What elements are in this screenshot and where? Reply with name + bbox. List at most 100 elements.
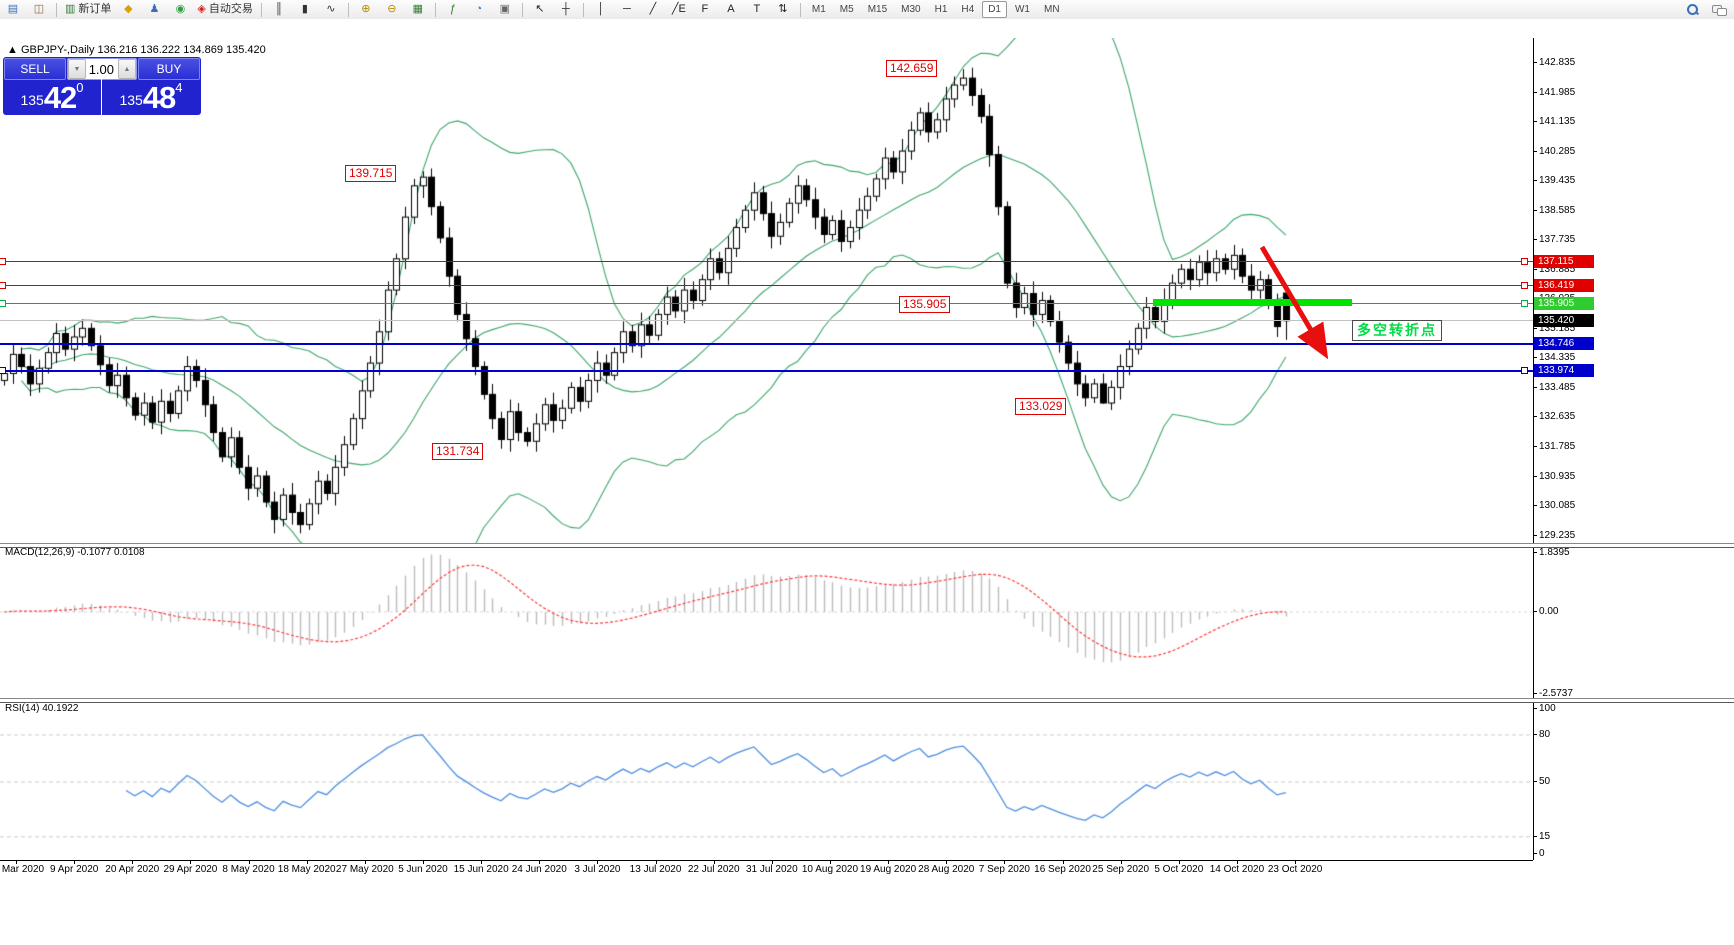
zoom-out-icon[interactable]: ⊖: [380, 0, 404, 19]
rsi-canvas[interactable]: [0, 701, 1533, 859]
sell-button[interactable]: SELL: [4, 58, 66, 80]
date-label: 9 Apr 2020: [49, 864, 99, 875]
timeframe-m15[interactable]: M15: [867, 4, 888, 15]
level-line-undefined[interactable]: [0, 320, 1533, 322]
macd-pane-separator[interactable]: [0, 543, 1734, 548]
price-badge-134.746: 134.746: [1534, 337, 1594, 351]
macd-tick: 1.8395: [1533, 547, 1570, 558]
timeframe-mn[interactable]: MN: [1043, 4, 1060, 15]
date-tick: [1236, 860, 1238, 864]
crosshair-icon[interactable]: ┼: [554, 0, 578, 19]
candlestick-chart-icon[interactable]: ▮: [293, 0, 317, 19]
level-line-undefined[interactable]: [0, 366, 1533, 374]
toolbar-separator: [799, 2, 801, 17]
price-tick: 141.985: [1532, 86, 1576, 98]
date-tick: [539, 860, 541, 864]
signals-icon[interactable]: ◉: [168, 0, 192, 19]
new-order-button[interactable]: ▥ 新订单: [62, 0, 114, 19]
toolbar-separator: [521, 2, 523, 17]
timeframe-w1[interactable]: W1: [1014, 4, 1030, 15]
timeframe-d1[interactable]: D1: [982, 1, 1007, 18]
level-line-undefined[interactable]: [0, 282, 1533, 290]
price-badge-133.974: 133.974: [1534, 363, 1594, 377]
templates-icon[interactable]: ▣: [493, 0, 517, 19]
chat-icon[interactable]: [1712, 4, 1727, 16]
search-icon[interactable]: [1687, 4, 1698, 15]
deposit-icon[interactable]: ◆: [116, 0, 140, 19]
strategy-tester-icon: ♟: [149, 3, 160, 15]
arrows-icon: ⇅: [778, 3, 788, 15]
level-line-undefined[interactable]: [0, 300, 1533, 308]
vertical-line-icon[interactable]: │: [589, 0, 613, 19]
rsi-indicator-label: RSI(14) 40.1922: [5, 703, 79, 714]
trendline-icon[interactable]: ╱: [641, 0, 665, 19]
date-tick: [248, 860, 250, 864]
strategy-tester-icon[interactable]: ♟: [142, 0, 166, 19]
date-label: 24 Jun 2020: [511, 864, 567, 875]
macd-canvas[interactable]: [0, 547, 1533, 697]
date-tick: [1004, 860, 1006, 864]
price-callout-139.715[interactable]: 139.715: [345, 165, 397, 182]
cursor-icon[interactable]: ↖: [528, 0, 552, 19]
deposit-icon: ◆: [124, 3, 133, 15]
arrows-icon[interactable]: ⇅: [771, 0, 795, 19]
date-tick: [1178, 860, 1180, 864]
channel-icon[interactable]: ╱E: [667, 0, 691, 19]
price-callout-131.734[interactable]: 131.734: [432, 443, 484, 460]
indicators-icon: ƒ: [449, 3, 456, 15]
autotrade-button[interactable]: ◈ 自动交易: [194, 0, 255, 19]
text-icon[interactable]: A: [719, 0, 743, 19]
date-label: 19 Aug 2020: [860, 864, 917, 875]
volume-spinner[interactable]: ▼ 1.00 ▲: [67, 58, 137, 80]
charts-list-icon[interactable]: ▤: [1, 0, 25, 19]
crosshair-icon: ┼: [561, 3, 570, 15]
chart-area[interactable]: 多空转折点 142.659 139.715 135.905 133.029 131.73…: [0, 19, 1734, 945]
price-callout-133.029[interactable]: 133.029: [1015, 398, 1067, 415]
indicators-icon[interactable]: ƒ: [441, 0, 465, 19]
rsi-tick: 100: [1533, 703, 1556, 714]
volume-down-button[interactable]: ▼: [68, 59, 86, 79]
level-line-undefined[interactable]: [0, 343, 1533, 346]
chart-title: ▲ GBPJPY-,Daily 136.216 136.222 134.869 …: [7, 44, 266, 56]
rsi-tick: 50: [1532, 776, 1551, 787]
buy-button[interactable]: BUY: [138, 58, 200, 80]
price-tick: 129.235: [1532, 529, 1576, 541]
price-tick: 140.285: [1532, 145, 1576, 157]
timeframe-h4[interactable]: H4: [961, 4, 975, 15]
timeframe-h1[interactable]: H1: [934, 4, 948, 15]
timeframe-m30[interactable]: M30: [901, 4, 921, 15]
line-chart-icon[interactable]: ∿: [319, 0, 343, 19]
level-line-undefined[interactable]: [0, 258, 1533, 266]
zoom-out-icon: ⊖: [387, 3, 397, 15]
date-tick: [190, 860, 192, 864]
price-callout-135.905[interactable]: 135.905: [899, 296, 951, 313]
support-band-object[interactable]: [1153, 299, 1352, 306]
new-order-button: ▥: [65, 3, 76, 15]
date-tick: [888, 860, 890, 864]
volume-value[interactable]: 1.00: [88, 61, 114, 77]
volume-up-button[interactable]: ▲: [118, 59, 136, 79]
date-label: 3 Jul 2020: [574, 864, 621, 875]
fibonacci-icon[interactable]: F: [693, 0, 717, 19]
buy-price[interactable]: 135 48 4: [102, 79, 200, 115]
periods-icon[interactable]: ◔: [467, 0, 491, 19]
macd-indicator-label: MACD(12,26,9) -0.1077 0.0108: [5, 547, 145, 558]
date-label: 15 Jun 2020: [453, 864, 509, 875]
price-chart-canvas[interactable]: [0, 38, 1533, 544]
data-window-icon[interactable]: ◫: [27, 0, 51, 19]
macd-tick: -2.5737: [1533, 688, 1573, 699]
timeframe-m5[interactable]: M5: [839, 4, 854, 15]
tile-windows-icon[interactable]: ▦: [406, 0, 430, 19]
timeframe-m1[interactable]: M1: [811, 4, 826, 15]
text-label-icon[interactable]: T: [745, 0, 769, 19]
bar-chart-icon[interactable]: ║: [267, 0, 291, 19]
horizontal-line-icon[interactable]: ─: [615, 0, 639, 19]
text-label-object[interactable]: 多空转折点: [1352, 320, 1442, 341]
price-callout-142.659[interactable]: 142.659: [886, 60, 938, 77]
toolbar: ▤ ◫ ▥ 新订单 ◆ ♟ ◉ ◈ 自动交易 ║ ▮ ∿ ⊕ ⊖ ▦ ƒ ◔ ▣ ↖ ┼ │ ─ ╱ ╱E F A T ⇅ M1 M5 M1…: [0, 0, 1734, 20]
level-anchor: [1521, 300, 1528, 308]
sell-price[interactable]: 135 42 0: [3, 79, 102, 115]
rsi-pane-separator[interactable]: [0, 698, 1734, 703]
zoom-in-icon[interactable]: ⊕: [354, 0, 378, 19]
date-tick: [132, 860, 134, 864]
